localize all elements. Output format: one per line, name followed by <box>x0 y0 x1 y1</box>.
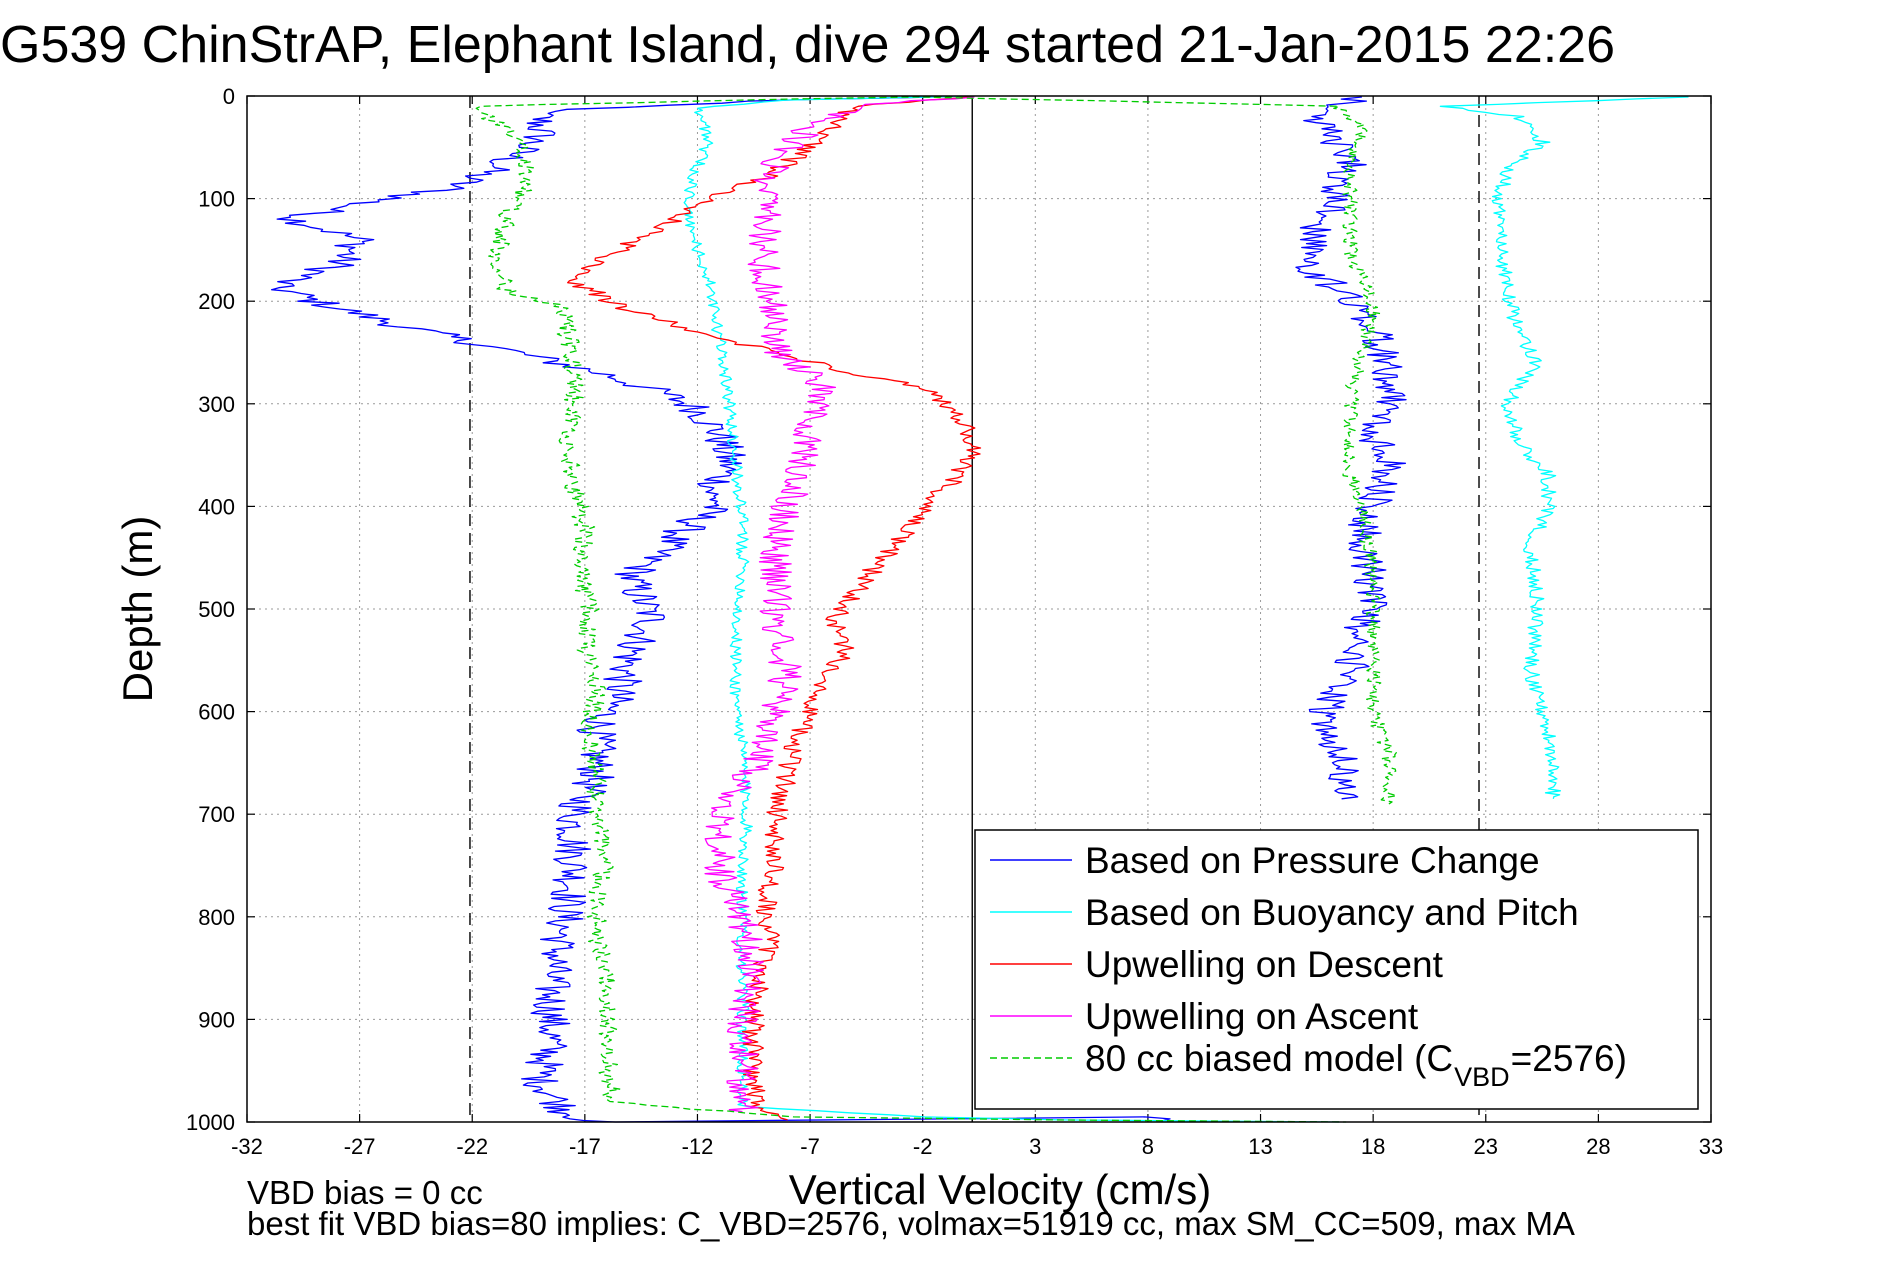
y-tick-label: 1000 <box>186 1110 235 1135</box>
series-line-based-on-buoyancy-and-pitch-ascent <box>1439 96 1689 799</box>
x-tick-label: 13 <box>1248 1134 1272 1159</box>
legend-label: Based on Pressure Change <box>1085 840 1540 881</box>
legend-label: Upwelling on Ascent <box>1085 996 1419 1037</box>
y-tick-label: 800 <box>198 905 235 930</box>
series-line-upwelling-on-ascent <box>704 96 975 1113</box>
series-line-upwelling-on-descent <box>567 96 982 1121</box>
x-tick-label: -17 <box>569 1134 601 1159</box>
series-line-based-on-pressure-change-ascent <box>1295 96 1407 800</box>
series-line-80-cc-biased-model-ascent <box>922 96 1398 805</box>
y-tick-label: 100 <box>198 187 235 212</box>
legend-label: Upwelling on Descent <box>1085 944 1444 985</box>
y-tick-labels: 0 100 200 300 400 500 600 700 800 900 1000 <box>186 84 235 1135</box>
y-tick-label: 200 <box>198 289 235 314</box>
legend-label: 80 cc biased model (C <box>1085 1038 1453 1079</box>
annotation-best-fit: best fit VBD bias=80 implies: C_VBD=2576… <box>247 1205 1575 1242</box>
y-tick-label: 700 <box>198 802 235 827</box>
y-tick-label: 500 <box>198 597 235 622</box>
x-tick-label: 18 <box>1361 1134 1385 1159</box>
y-axis-label: Depth (m) <box>114 516 161 703</box>
plot-frame <box>246 95 1712 1123</box>
y-tick-label: 300 <box>198 392 235 417</box>
y-tick-label: 600 <box>198 700 235 725</box>
x-tick-label: -27 <box>344 1134 376 1159</box>
series-layer <box>270 96 1689 1123</box>
y-tick-label: 0 <box>223 84 235 109</box>
x-tick-label: -32 <box>231 1134 263 1159</box>
legend-box <box>974 829 1699 1110</box>
x-tick-labels: -32 -27 -22 -17 -12 -7 -2 3 8 13 18 23 28 33 <box>231 1134 1723 1159</box>
legend: Based on Pressure Change Based on Buoyanc… <box>974 829 1699 1110</box>
series-line-80-cc-biased-model-cvbd-2576 <box>475 96 1347 1123</box>
x-tick-label: 23 <box>1474 1134 1498 1159</box>
x-tick-label: 28 <box>1586 1134 1610 1159</box>
x-tick-label: 8 <box>1142 1134 1154 1159</box>
series-line-based-on-pressure-change <box>270 96 1171 1123</box>
legend-label: Based on Buoyancy and Pitch <box>1085 892 1579 933</box>
legend-label-subscript: VBD <box>1454 1062 1510 1092</box>
x-tick-label: -7 <box>800 1134 820 1159</box>
x-axis-label: Vertical Velocity (cm/s) <box>789 1166 1211 1213</box>
legend-label-suffix: =2576) <box>1511 1038 1627 1079</box>
x-tick-label: 33 <box>1699 1134 1723 1159</box>
x-tick-label: -22 <box>456 1134 488 1159</box>
y-tick-label: 900 <box>198 1007 235 1032</box>
y-tick-label: 400 <box>198 494 235 519</box>
annotation-vbd-bias: VBD bias = 0 cc <box>247 1174 483 1211</box>
chart-title: G539 ChinStrAP, Elephant Island, dive 29… <box>0 16 1615 74</box>
x-tick-label: -2 <box>913 1134 933 1159</box>
x-tick-label: 3 <box>1029 1134 1041 1159</box>
x-tick-label: -12 <box>682 1134 714 1159</box>
